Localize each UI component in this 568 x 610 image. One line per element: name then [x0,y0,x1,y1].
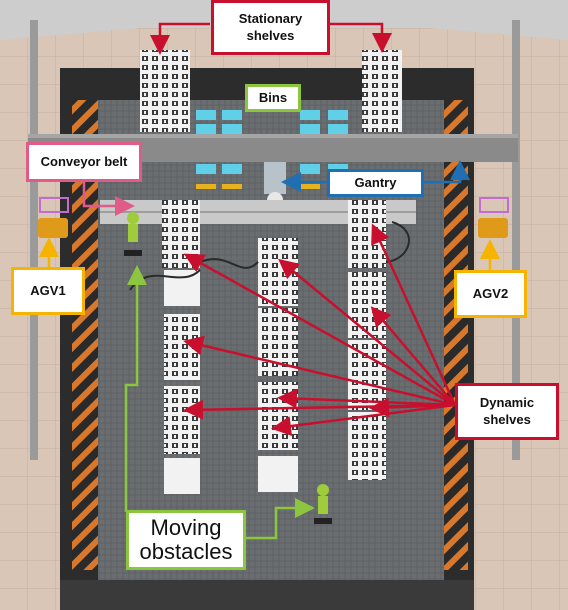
gantry-label: Gantry [327,169,424,197]
agv1-label: AGV1 [11,267,85,315]
conveyor-belt-label: Conveyor belt [26,142,142,182]
dynamic-shelves-label: Dynamic shelves [455,383,559,440]
stationary-shelves-label: Stationary shelves [211,0,330,55]
bins-label: Bins [245,84,301,112]
agv2-label: AGV2 [454,270,527,318]
moving-obstacles-label: Moving obstacles [126,510,246,570]
